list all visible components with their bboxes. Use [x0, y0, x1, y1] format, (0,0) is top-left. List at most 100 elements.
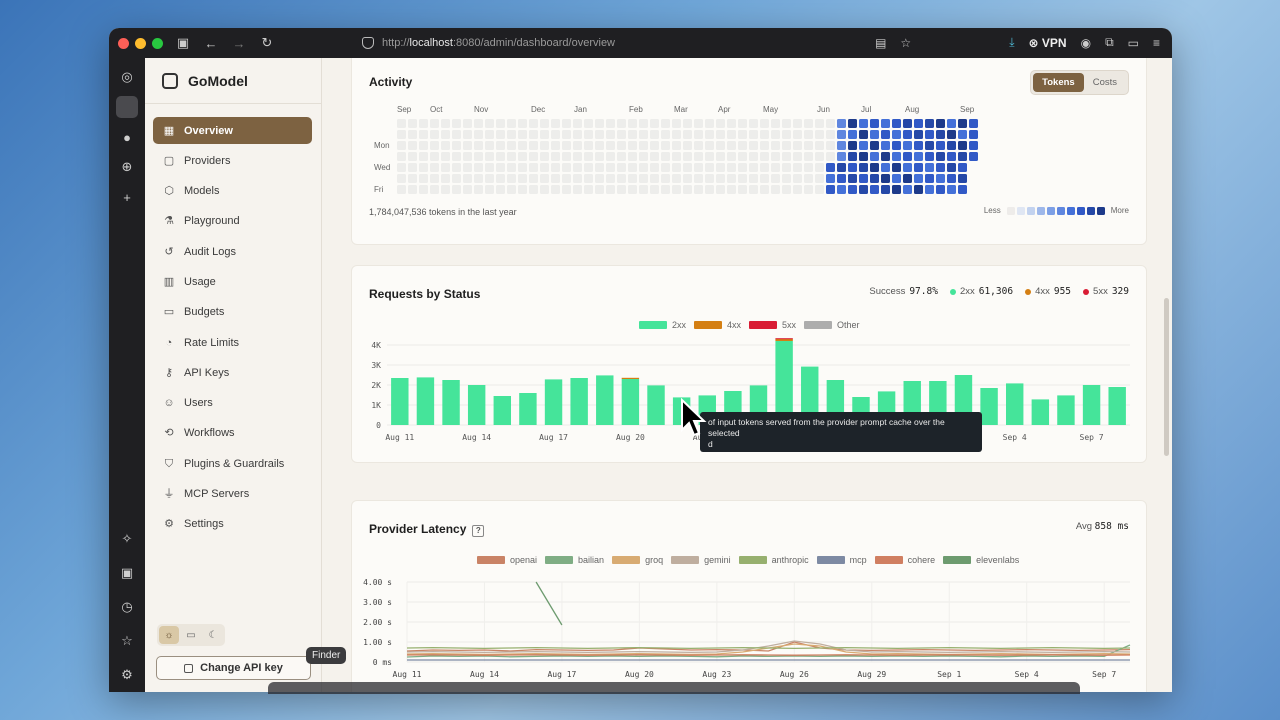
heatmap-cell[interactable] [947, 174, 956, 183]
heatmap-cell[interactable] [672, 119, 681, 128]
heatmap-cell[interactable] [661, 185, 670, 194]
heatmap-cell[interactable] [683, 185, 692, 194]
heatmap-cell[interactable] [705, 174, 714, 183]
heatmap-cell[interactable] [782, 130, 791, 139]
heatmap-cell[interactable] [650, 141, 659, 150]
sidebar-panel-icon[interactable]: ▭ [1127, 35, 1139, 50]
heatmap-cell[interactable] [881, 119, 890, 128]
heatmap-cell[interactable] [892, 152, 901, 161]
heatmap-cell[interactable] [672, 141, 681, 150]
heatmap-cell[interactable] [419, 152, 428, 161]
brand[interactable]: GoModel [145, 58, 321, 104]
sidebar-item-settings[interactable]: ⚙ Settings [153, 511, 312, 538]
heatmap-cell[interactable] [914, 174, 923, 183]
heatmap-cell[interactable] [474, 163, 483, 172]
heatmap-cell[interactable] [760, 163, 769, 172]
line-elevenlabs[interactable] [535, 581, 563, 626]
heatmap-cell[interactable] [925, 141, 934, 150]
heatmap-cell[interactable] [771, 185, 780, 194]
heatmap-cell[interactable] [958, 119, 967, 128]
heatmap-cell[interactable] [485, 152, 494, 161]
sidebar-toggle-icon[interactable]: ▣ [176, 35, 190, 50]
heatmap-cell[interactable] [782, 174, 791, 183]
bar-2xx[interactable] [801, 366, 819, 425]
heatmap-cell[interactable] [914, 119, 923, 128]
sidebar-item-playground[interactable]: ⚗ Playground [153, 208, 312, 235]
heatmap-cell[interactable] [738, 152, 747, 161]
gear-icon[interactable]: ⚙ [121, 667, 133, 682]
github-icon[interactable]: ● [123, 129, 131, 145]
bar-2xx[interactable] [1108, 387, 1126, 425]
heatmap-cell[interactable] [496, 130, 505, 139]
download-icon[interactable]: ⤓ [1009, 35, 1015, 49]
bar-2xx[interactable] [570, 378, 588, 425]
heatmap-cell[interactable] [826, 185, 835, 194]
sparkle-icon[interactable]: ✧ [121, 531, 133, 546]
heatmap-cell[interactable] [815, 185, 824, 194]
heatmap-cell[interactable] [958, 141, 967, 150]
heatmap-cell[interactable] [793, 163, 802, 172]
heatmap-cell[interactable] [716, 174, 725, 183]
heatmap-cell[interactable] [452, 174, 461, 183]
heatmap-cell[interactable] [496, 119, 505, 128]
heatmap-cell[interactable] [551, 119, 560, 128]
dark-theme-icon[interactable]: ☾ [208, 629, 218, 641]
heatmap-cell[interactable] [595, 141, 604, 150]
heatmap-cell[interactable] [859, 174, 868, 183]
heatmap-cell[interactable] [837, 163, 846, 172]
heatmap-cell[interactable] [408, 174, 417, 183]
bar-2xx[interactable] [391, 378, 409, 425]
heatmap-cell[interactable] [892, 130, 901, 139]
heatmap-cell[interactable] [617, 174, 626, 183]
heatmap-cell[interactable] [782, 141, 791, 150]
bar-2xx[interactable] [980, 388, 998, 425]
heatmap-cell[interactable] [947, 130, 956, 139]
heatmap-cell[interactable] [452, 141, 461, 150]
heatmap-cell[interactable] [661, 163, 670, 172]
heatmap-cell[interactable] [958, 130, 967, 139]
heatmap-cell[interactable] [485, 174, 494, 183]
sidebar-item-providers[interactable]: ▢ Providers [153, 147, 312, 174]
legend-item-4xx[interactable]: 4xx [694, 320, 741, 330]
heatmap-cell[interactable] [793, 141, 802, 150]
heatmap-cell[interactable] [518, 130, 527, 139]
heatmap-cell[interactable] [419, 141, 428, 150]
heatmap-cell[interactable] [485, 185, 494, 194]
heatmap-cell[interactable] [496, 141, 505, 150]
heatmap-cell[interactable] [716, 163, 725, 172]
heatmap-cell[interactable] [749, 174, 758, 183]
heatmap-cell[interactable] [529, 130, 538, 139]
heatmap-cell[interactable] [870, 141, 879, 150]
heatmap-cell[interactable] [694, 185, 703, 194]
sidebar-item-plugins-guardrails[interactable]: ⛉ Plugins & Guardrails [153, 450, 312, 477]
heatmap-cell[interactable] [617, 163, 626, 172]
heatmap-cell[interactable] [606, 141, 615, 150]
heatmap-cell[interactable] [496, 163, 505, 172]
heatmap-cell[interactable] [529, 185, 538, 194]
sidebar-item-rate-limits[interactable]: ◔ Rate Limits [153, 329, 312, 356]
heatmap-cell[interactable] [793, 185, 802, 194]
heatmap-cell[interactable] [936, 163, 945, 172]
heatmap-cell[interactable] [672, 174, 681, 183]
heatmap-cell[interactable] [793, 130, 802, 139]
heatmap-cell[interactable] [672, 163, 681, 172]
heatmap-cell[interactable] [870, 119, 879, 128]
heatmap-cell[interactable] [683, 130, 692, 139]
heatmap-cell[interactable] [628, 141, 637, 150]
heatmap-cell[interactable] [496, 185, 505, 194]
heatmap-cell[interactable] [738, 141, 747, 150]
heatmap-cell[interactable] [705, 185, 714, 194]
heatmap-cell[interactable] [903, 152, 912, 161]
heatmap-cell[interactable] [540, 163, 549, 172]
heatmap-cell[interactable] [661, 141, 670, 150]
heatmap-cell[interactable] [408, 141, 417, 150]
legend-item-groq[interactable]: groq [612, 555, 663, 565]
heatmap-cell[interactable] [518, 119, 527, 128]
heatmap-cell[interactable] [573, 119, 582, 128]
back-icon[interactable]: ← [204, 35, 218, 51]
heatmap-cell[interactable] [716, 185, 725, 194]
heatmap-cell[interactable] [441, 174, 450, 183]
heatmap-cell[interactable] [848, 185, 857, 194]
heatmap-cell[interactable] [727, 130, 736, 139]
heatmap-cell[interactable] [903, 163, 912, 172]
